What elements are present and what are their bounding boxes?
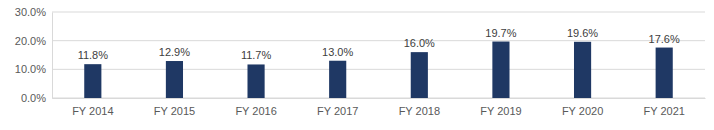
- y-tick: 30.0%: [15, 6, 52, 18]
- grid-line: [52, 12, 705, 13]
- x-tick-label: FY 2016: [235, 105, 276, 117]
- data-label: 19.7%: [485, 27, 516, 39]
- data-label: 17.6%: [649, 33, 680, 45]
- grid: [52, 12, 705, 98]
- x-tick: FY 2018: [399, 105, 440, 117]
- chart: 0.0% 10.0% 20.0% 30.0% FY 2014 FY 2015 FY 2016…: [0, 0, 714, 130]
- y-tick-label: 0.0%: [21, 92, 46, 104]
- x-axis-line: [53, 98, 706, 99]
- x-tick-label: FY 2021: [643, 105, 684, 117]
- bar: [247, 64, 264, 98]
- y-tick: 10.0%: [15, 63, 52, 75]
- bar: [574, 42, 591, 98]
- y-tick-label: 20.0%: [15, 35, 46, 47]
- bar: [84, 64, 101, 98]
- x-tick: FY 2019: [480, 105, 521, 117]
- grid-line: [52, 40, 705, 41]
- x-tick: FY 2016: [235, 105, 276, 117]
- y-axis-line: [52, 13, 53, 99]
- x-tick-label: FY 2020: [562, 105, 603, 117]
- bar: [492, 42, 509, 98]
- data-label: 16.0%: [404, 37, 435, 49]
- x-tick: FY 2014: [72, 105, 113, 117]
- plot: 0.0% 10.0% 20.0% 30.0% FY 2014 FY 2015 FY 2016…: [15, 6, 706, 117]
- x-tick-label: FY 2017: [317, 105, 358, 117]
- data-label: 12.9%: [159, 46, 190, 58]
- data-label: 19.6%: [567, 27, 598, 39]
- bar: [166, 61, 183, 98]
- x-tick-label: FY 2014: [72, 105, 113, 117]
- bars: [84, 42, 673, 98]
- data-label: 11.7%: [241, 49, 272, 61]
- data-labels: 11.8% 12.9% 11.7% 13.0% 16.0% 19.7% 19.6% 17.6%: [78, 27, 680, 62]
- grid-line: [52, 98, 705, 99]
- bar: [329, 61, 346, 98]
- x-tick-label: FY 2018: [399, 105, 440, 117]
- x-tick: FY 2015: [154, 105, 195, 117]
- x-tick: FY 2017: [317, 105, 358, 117]
- y-tick-label: 10.0%: [15, 63, 46, 75]
- y-axis: 0.0% 10.0% 20.0% 30.0%: [15, 6, 53, 104]
- x-tick: FY 2021: [643, 105, 684, 117]
- x-tick-label: FY 2015: [154, 105, 195, 117]
- y-tick: 20.0%: [15, 35, 52, 47]
- y-tick: 0.0%: [21, 92, 52, 104]
- x-tick: FY 2020: [562, 105, 603, 117]
- bar: [656, 48, 673, 98]
- x-axis: FY 2014 FY 2015 FY 2016 FY 2017 FY 2018 FY 20…: [53, 99, 706, 117]
- grid-line: [52, 69, 705, 70]
- y-tick-label: 30.0%: [15, 6, 46, 18]
- x-tick-label: FY 2019: [480, 105, 521, 117]
- data-label: 11.8%: [78, 49, 109, 61]
- data-label: 13.0%: [322, 46, 353, 58]
- bar: [411, 52, 428, 98]
